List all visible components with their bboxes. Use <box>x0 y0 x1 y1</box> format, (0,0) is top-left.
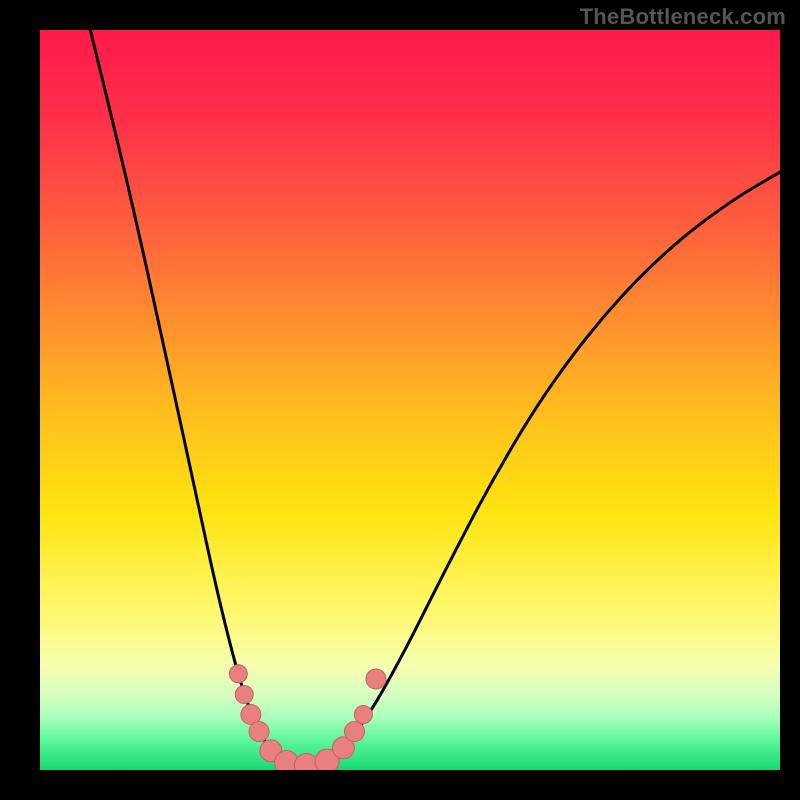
figure-stage: TheBottleneck.com <box>0 0 800 800</box>
watermark-text: TheBottleneck.com <box>580 4 786 30</box>
plot-area <box>40 30 780 770</box>
background-gradient <box>40 30 780 770</box>
